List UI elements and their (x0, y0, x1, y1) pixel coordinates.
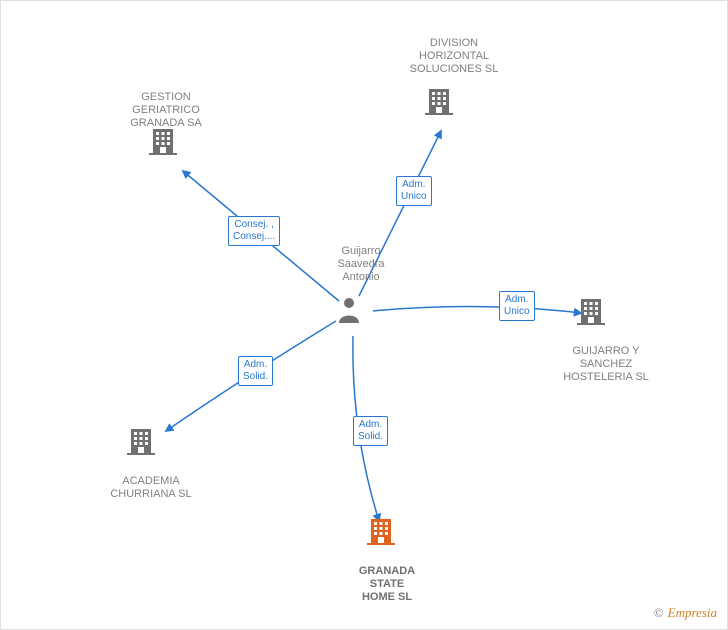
edge-label: Adm. Unico (396, 176, 432, 206)
center-node-label: Guijarro Saavedra Antonio (331, 245, 391, 285)
copyright-symbol: © (654, 605, 664, 620)
company-node-label: GUIJARRO Y SANCHEZ HOSTELERIA SL (551, 345, 661, 385)
company-node-label: GESTION GERIATRICO GRANADA SA (121, 91, 211, 131)
building-icon[interactable] (577, 297, 605, 325)
person-icon[interactable] (337, 295, 361, 323)
edge-label: Adm. Solid. (238, 356, 273, 386)
edges-layer (1, 1, 728, 630)
company-node-label: DIVISION HORIZONTAL SOLUCIONES SL (399, 37, 509, 77)
company-node-label: GRANADA STATE HOME SL (347, 565, 427, 605)
watermark-text: Empresia (668, 605, 717, 620)
edge-label: Adm. Unico (499, 291, 535, 321)
diagram-container: Consej. , Consej.... Adm. Unico Adm. Unico… (0, 0, 728, 630)
building-icon[interactable] (149, 127, 177, 155)
building-icon[interactable] (367, 517, 395, 545)
building-icon[interactable] (127, 427, 155, 455)
edge-label: Adm. Solid. (353, 416, 388, 446)
watermark: © Empresia (654, 605, 717, 621)
company-node-label: ACADEMIA CHURRIANA SL (101, 475, 201, 501)
building-icon[interactable] (425, 87, 453, 115)
relationship-edge (373, 306, 581, 313)
edge-label: Consej. , Consej.... (228, 216, 280, 246)
